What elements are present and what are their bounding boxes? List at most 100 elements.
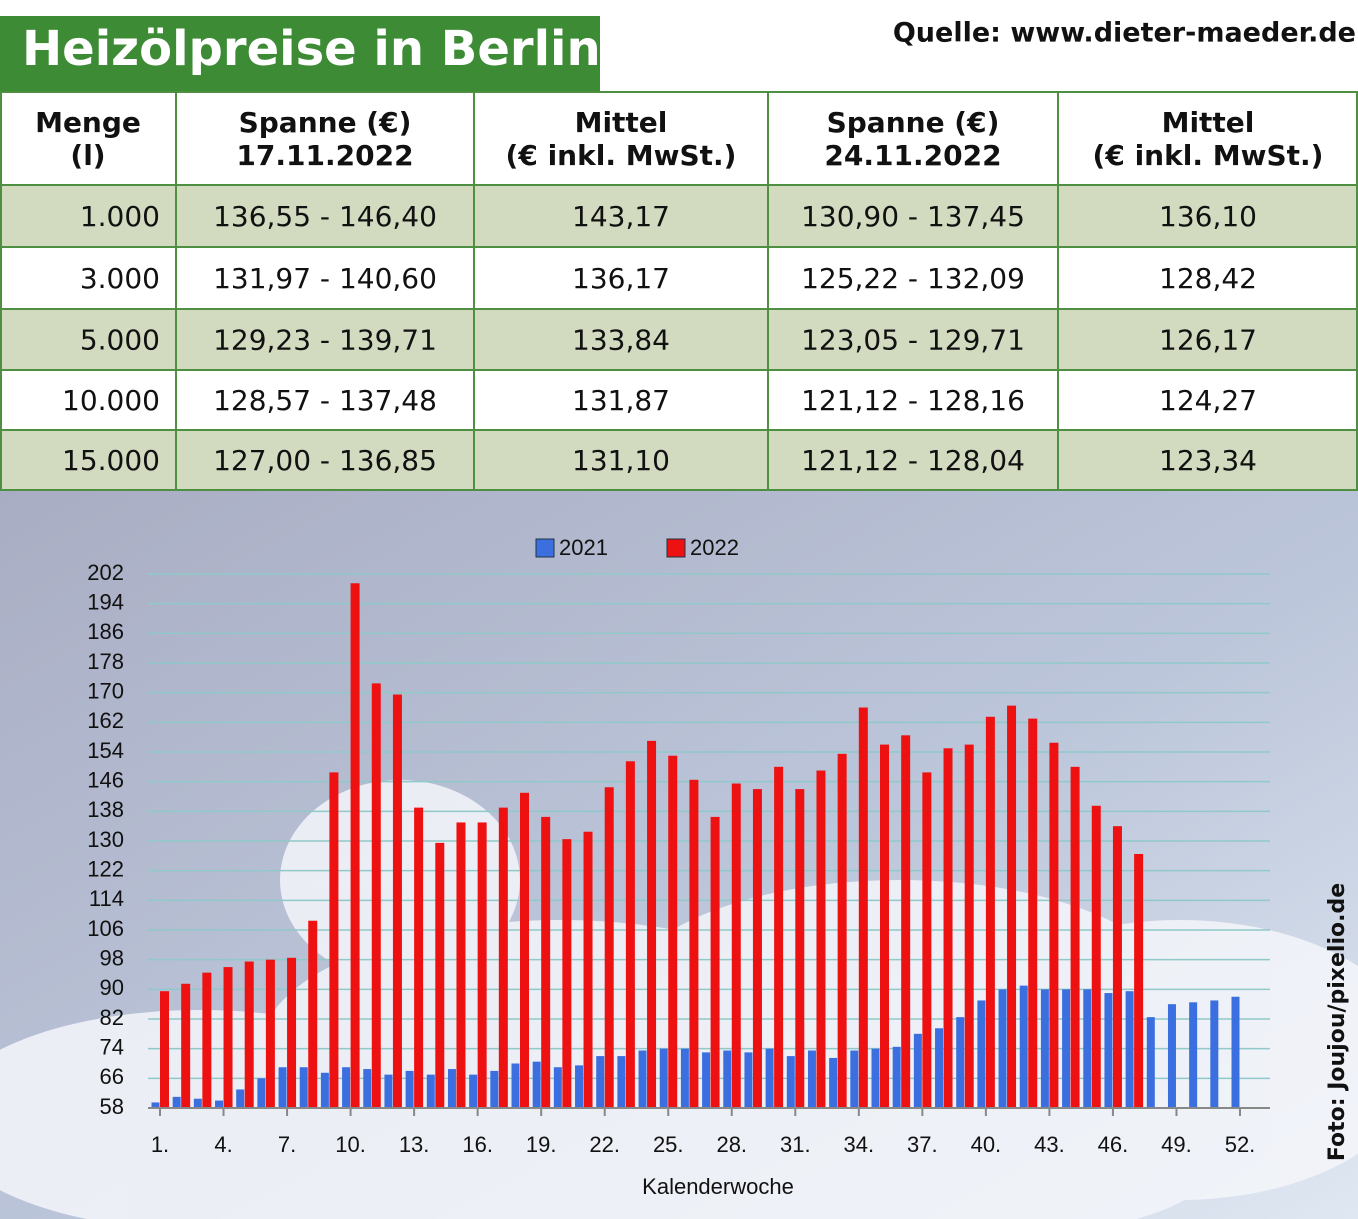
bar — [723, 1050, 732, 1108]
header-cell: (€ inkl. MwSt.) — [1093, 139, 1324, 172]
table-cell: 136,55 - 146,40 — [213, 200, 437, 233]
bar — [490, 1070, 499, 1108]
row-bg — [0, 370, 1358, 430]
bar — [350, 583, 360, 1108]
bar — [765, 1048, 774, 1108]
bar — [1231, 996, 1240, 1108]
y-tick-label: 194 — [87, 589, 124, 614]
table-cell: 130,90 - 137,45 — [801, 200, 1025, 233]
bar — [922, 772, 932, 1108]
bar — [744, 1052, 753, 1108]
bar — [181, 983, 191, 1108]
bar — [1070, 766, 1080, 1108]
bar — [426, 1074, 435, 1108]
y-tick-label: 170 — [87, 678, 124, 703]
x-tick-label: 31. — [780, 1132, 811, 1157]
header-cell: 24.11.2022 — [824, 139, 1001, 172]
x-tick-label: 40. — [971, 1132, 1002, 1157]
bar — [659, 1048, 668, 1108]
x-tick-label: 43. — [1034, 1132, 1065, 1157]
header-cell: Spanne (€) — [827, 106, 1000, 139]
bar — [1125, 991, 1134, 1108]
bar — [308, 920, 318, 1108]
bar — [151, 1102, 160, 1108]
x-tick-label: 25. — [653, 1132, 684, 1157]
bar — [850, 1050, 859, 1108]
bar — [1146, 1017, 1155, 1108]
photo-credit: Foto: Joujou/pixelio.de — [1325, 883, 1350, 1161]
y-tick-label: 58 — [100, 1094, 124, 1119]
bar — [1210, 1000, 1219, 1108]
bar — [498, 807, 508, 1108]
bar — [1091, 805, 1101, 1108]
bar — [795, 789, 805, 1108]
table-cell: 1.000 — [80, 200, 160, 233]
x-tick-label: 7. — [278, 1132, 296, 1157]
legend-swatch — [535, 538, 555, 558]
bar — [1049, 742, 1059, 1108]
x-tick-label: 52. — [1225, 1132, 1256, 1157]
x-tick-label: 16. — [462, 1132, 493, 1157]
y-tick-label: 82 — [100, 1005, 124, 1030]
table-cell: 10.000 — [62, 384, 160, 417]
row-bg — [0, 309, 1358, 370]
bar — [604, 787, 614, 1108]
table-cell: 136,10 — [1159, 200, 1257, 233]
table-cell: 125,22 - 132,09 — [801, 262, 1025, 295]
table-cell: 121,12 - 128,16 — [801, 384, 1025, 417]
bar — [160, 991, 169, 1108]
x-tick-label: 49. — [1161, 1132, 1192, 1157]
bar — [244, 961, 254, 1108]
legend-swatch — [666, 538, 686, 558]
table-cell: 131,10 — [572, 444, 670, 477]
y-tick-label: 186 — [87, 619, 124, 644]
bar — [392, 694, 402, 1108]
bar — [371, 683, 381, 1108]
table-cell: 126,17 — [1159, 324, 1257, 357]
bar — [943, 748, 953, 1108]
bar — [977, 1000, 986, 1108]
bar — [638, 1050, 647, 1108]
bar — [193, 1098, 202, 1108]
y-tick-label: 178 — [87, 649, 124, 674]
table-cell: 133,84 — [572, 324, 670, 357]
bar — [299, 1067, 308, 1108]
bar — [710, 816, 720, 1108]
row-bg — [0, 185, 1358, 247]
bar — [583, 831, 593, 1108]
bar — [647, 740, 657, 1108]
y-tick-label: 66 — [100, 1064, 124, 1089]
bar — [469, 1074, 478, 1108]
bar — [456, 822, 466, 1108]
bar — [1134, 853, 1144, 1108]
bar — [858, 707, 868, 1108]
bar — [1189, 1002, 1198, 1108]
bar — [680, 1048, 689, 1108]
table-cell: 124,27 — [1159, 384, 1257, 417]
bar — [816, 770, 826, 1108]
x-tick-label: 13. — [399, 1132, 430, 1157]
bar — [329, 772, 339, 1108]
bar — [477, 822, 487, 1108]
y-tick-label: 98 — [100, 945, 124, 970]
y-tick-label: 162 — [87, 708, 124, 733]
bar — [435, 842, 445, 1108]
y-tick-label: 154 — [87, 738, 124, 763]
bar — [553, 1067, 562, 1108]
bar — [807, 1050, 816, 1108]
bar — [689, 779, 699, 1108]
bar — [1007, 705, 1017, 1108]
table-cell: 123,34 — [1159, 444, 1257, 477]
table-cell: 128,57 - 137,48 — [213, 384, 437, 417]
x-tick-label: 34. — [844, 1132, 875, 1157]
chart: 58 66 74 82 90 98 106 114 122 130 138 146 154 162 170 1… — [87, 535, 1270, 1199]
x-tick-label: 46. — [1098, 1132, 1129, 1157]
table-cell: 5.000 — [80, 324, 160, 357]
y-tick-label: 114 — [89, 886, 124, 911]
bar — [1028, 718, 1038, 1108]
x-tick-label: 28. — [716, 1132, 747, 1157]
bar — [702, 1052, 711, 1108]
bar — [532, 1061, 541, 1108]
bar — [1104, 993, 1113, 1108]
